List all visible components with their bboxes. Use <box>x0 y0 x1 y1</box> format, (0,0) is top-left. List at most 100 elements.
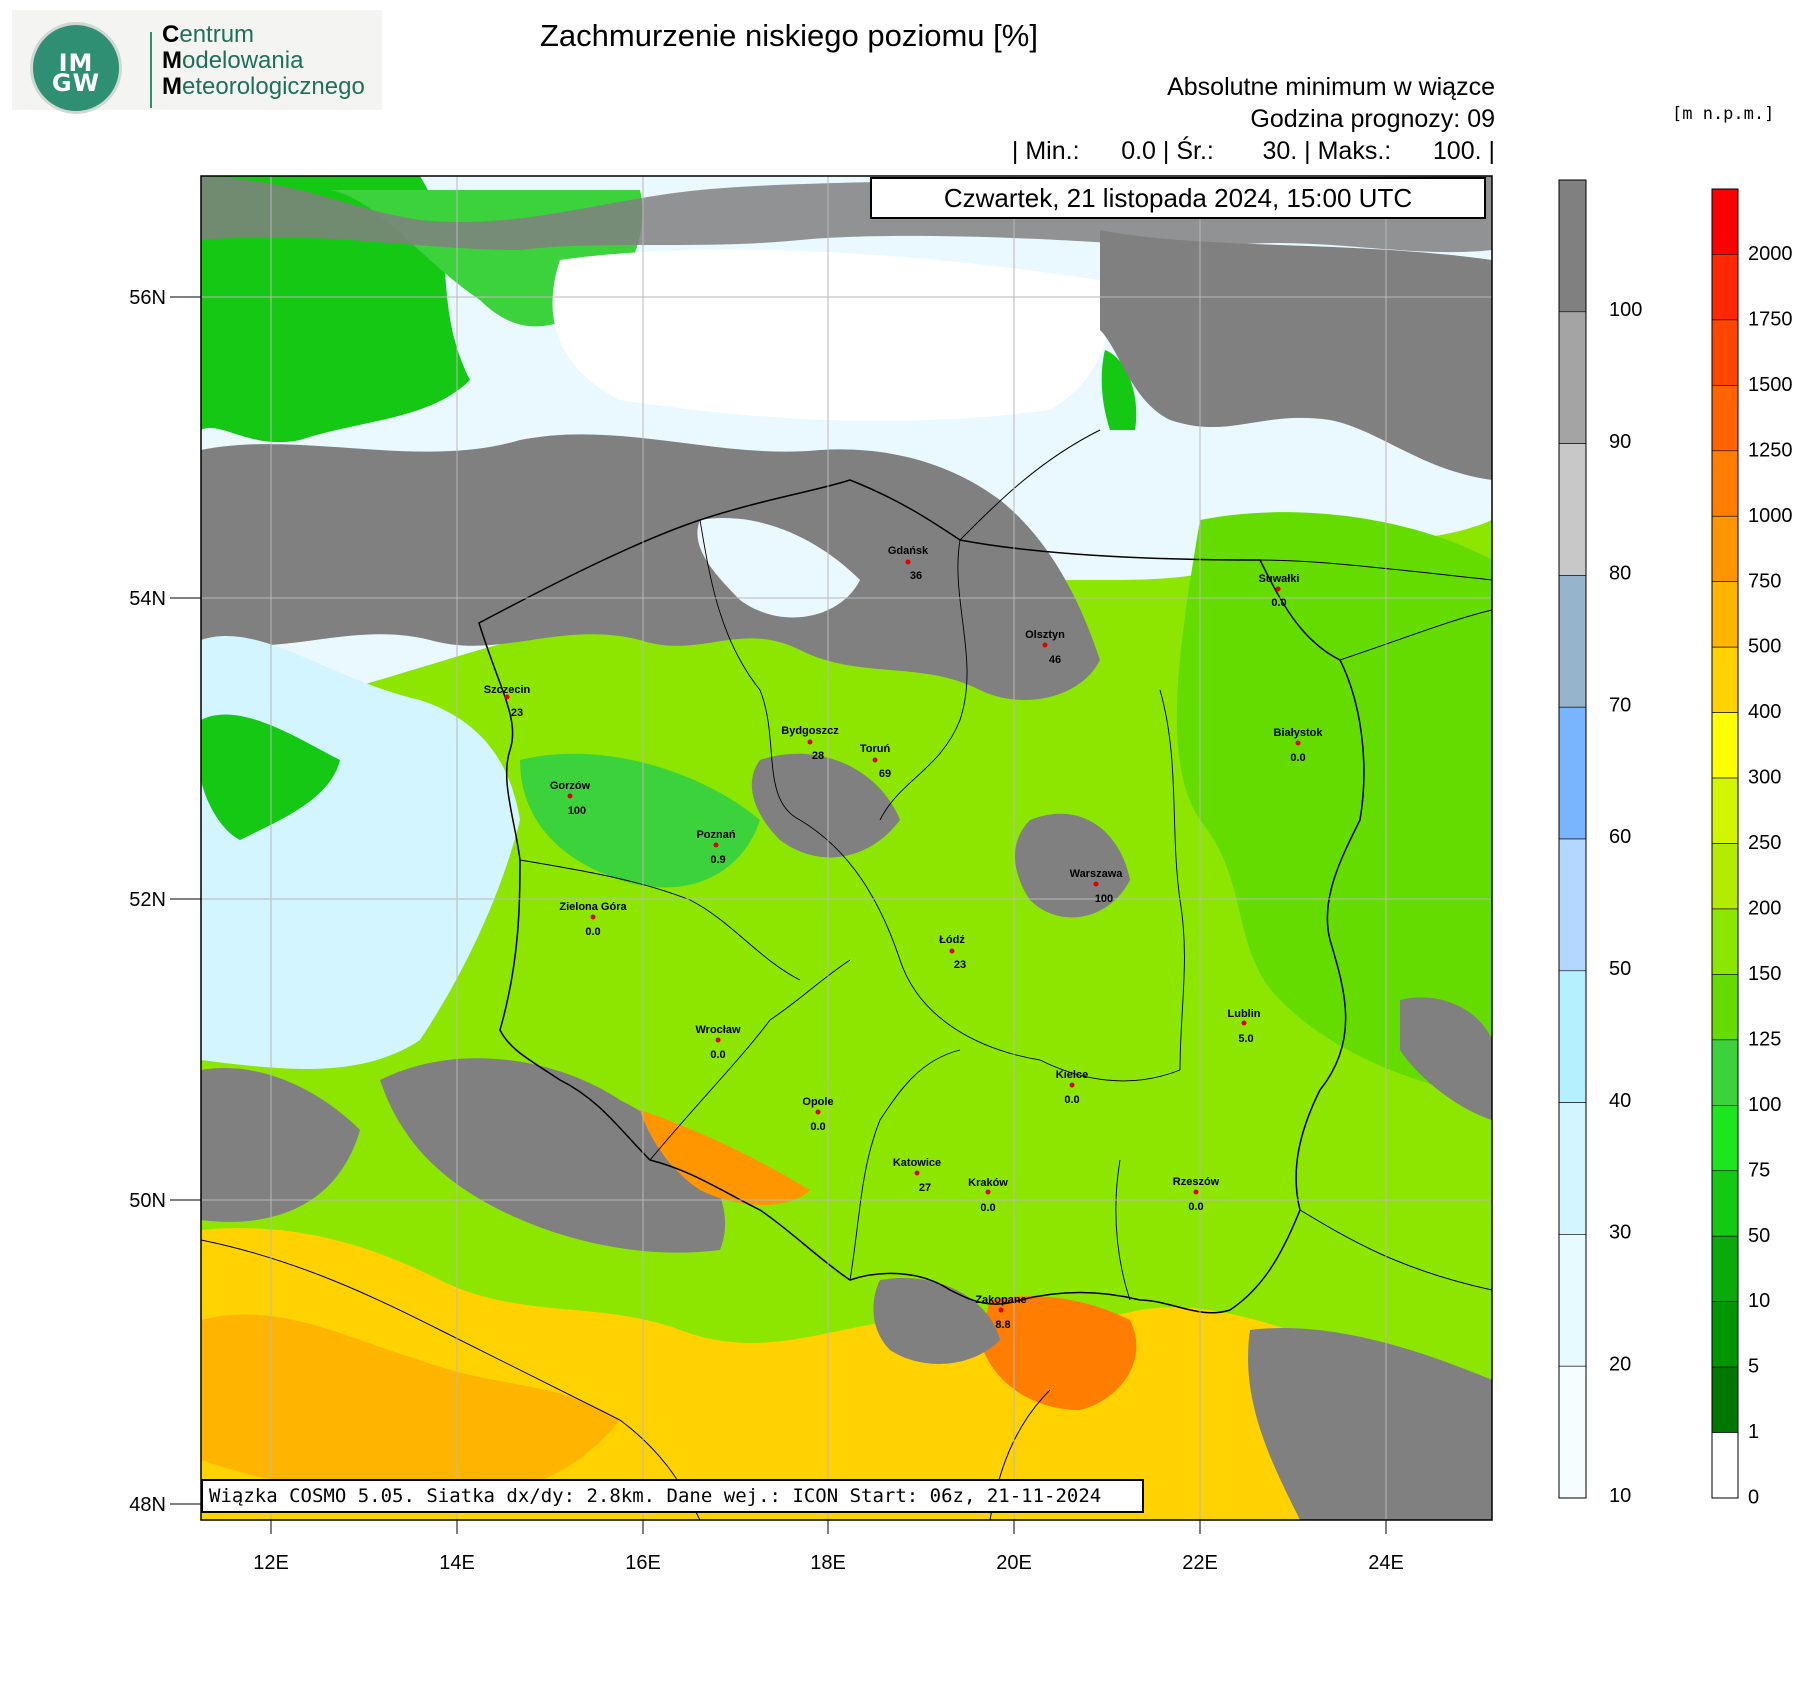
org-name-line1: Centrum <box>162 21 255 48</box>
colorbar-label: 50 <box>1609 958 1631 980</box>
city-name: Zielona Góra <box>559 901 627 913</box>
colorbar-segment <box>1558 311 1587 444</box>
city-marker: Suwałki 0.0 <box>1259 573 1300 609</box>
colorbar-segment <box>1711 908 1739 975</box>
voivodeship-borders <box>519 519 1185 1301</box>
colorbar-segment <box>1711 843 1739 910</box>
terrain-alps-foothills <box>201 1314 620 1500</box>
colorbar-label: 300 <box>1748 767 1781 789</box>
terrain-unit-label: [m n.p.m.] <box>1672 104 1775 124</box>
colorbar-label: 750 <box>1748 570 1781 592</box>
city-name: Katowice <box>893 1157 941 1169</box>
city-name: Lublin <box>1228 1008 1261 1020</box>
city-value: 0.0 <box>1290 752 1305 764</box>
city-value: 23 <box>954 959 966 971</box>
city-marker: Opole 0.0 <box>802 1096 833 1133</box>
colorbar-label: 70 <box>1609 694 1631 716</box>
lat-tick-label: 54N <box>129 588 166 610</box>
green-wielkopolska <box>520 753 760 888</box>
map-title: Zachmurzenie niskiego poziomu [%] <box>540 18 1038 53</box>
city-name: Suwałki <box>1259 573 1300 585</box>
city-marker: Poznań 0.9 <box>696 829 735 866</box>
city-marker: Lublin 5.0 <box>1228 1008 1261 1045</box>
gulf-green <box>1101 350 1137 430</box>
city-name: Poznań <box>696 829 735 841</box>
overcast-warsaw <box>1015 813 1130 918</box>
overcast-west-edge <box>201 1068 360 1222</box>
colorbar-label: 0 <box>1748 1487 1759 1509</box>
cloud-field-white <box>552 249 1108 421</box>
colorbar-segment <box>1711 450 1739 517</box>
city-marker: Katowice 27 <box>893 1157 941 1194</box>
country-border-poland <box>478 479 1365 1314</box>
lon-tick-label: 20E <box>996 1552 1032 1574</box>
city-name: Zakopane <box>975 1294 1026 1306</box>
colorbar-segment <box>1711 1105 1739 1172</box>
overcast-ukraine <box>1248 1328 1492 1520</box>
colorbar-label: 500 <box>1748 636 1781 658</box>
colorbar-label: 1250 <box>1748 439 1793 461</box>
colorbar-label: 75 <box>1748 1159 1770 1181</box>
city-marker: Zakopane 8.8 <box>975 1294 1026 1331</box>
colorbar-label: 1500 <box>1748 374 1793 396</box>
model-info-label: Wiązka COSMO 5.05. Siatka dx/dy: 2.8km. … <box>201 1479 1144 1513</box>
city-value: 0.0 <box>980 1202 995 1214</box>
colorbar-label: 5 <box>1748 1356 1759 1378</box>
city-markers: Gdańsk 36 Suwałki 0.0 Olsztyn 46 Szczecin 23… <box>484 545 1324 1331</box>
city-value: 27 <box>919 1182 931 1194</box>
lat-tick-label: 52N <box>129 889 166 911</box>
org-name-line3: Meteorologicznego <box>162 73 365 100</box>
city-name: Szczecin <box>484 684 531 696</box>
graticule <box>201 176 1492 1520</box>
colorbar-label: 10 <box>1748 1290 1770 1312</box>
colorbar-segment <box>1558 443 1587 576</box>
subtitle-forecast-hour: Godzina prognozy: 09 <box>1250 105 1495 133</box>
colorbar-segment <box>1711 974 1739 1041</box>
city-marker: Wrocław 0.0 <box>695 1024 740 1061</box>
city-value: 0.0 <box>1064 1094 1079 1106</box>
lat-tick-label: 56N <box>129 287 166 309</box>
lon-tick-label: 16E <box>625 1552 661 1574</box>
colorbar-label: 80 <box>1609 563 1631 585</box>
lon-tick-label: 22E <box>1182 1552 1218 1574</box>
lat-tick-label: 50N <box>129 1190 166 1212</box>
city-value: 0.0 <box>710 1049 725 1061</box>
city-name: Białystok <box>1274 727 1324 739</box>
neighbor-borders <box>200 429 1493 1521</box>
city-value: 23 <box>511 707 523 719</box>
cloud-cover-colorbar: 100 90 80 70 60 50 40 30 20 10 <box>1558 179 1642 1507</box>
seal-text: IM GW <box>51 49 101 97</box>
colorbar-frame <box>1558 179 1587 1499</box>
city-marker: Toruń 69 <box>860 743 891 780</box>
lat-axis: 56N 54N 52N 50N 48N <box>129 287 201 1516</box>
colorbar-label: 10 <box>1609 1485 1631 1507</box>
colorbar-segment <box>1558 575 1587 708</box>
terrain-tatra <box>980 1296 1137 1410</box>
colorbar-segment <box>1558 706 1587 840</box>
colorbar-label: 30 <box>1609 1222 1631 1244</box>
colorbar-label: 250 <box>1748 832 1781 854</box>
city-marker: Kraków 0.0 <box>968 1177 1008 1214</box>
lon-tick-label: 18E <box>810 1552 846 1574</box>
city-name: Gorzów <box>550 780 591 792</box>
city-name: Rzeszów <box>1173 1176 1220 1188</box>
city-name: Opole <box>802 1096 833 1108</box>
terrain-sudetes <box>640 1110 810 1205</box>
lon-tick-label: 24E <box>1368 1552 1404 1574</box>
city-value: 100 <box>1095 893 1113 905</box>
city-value: 28 <box>812 750 824 762</box>
city-value: 46 <box>1049 654 1061 666</box>
colorbar-label: 1000 <box>1748 505 1793 527</box>
city-name: Łódź <box>939 934 965 946</box>
colorbar-segment <box>1711 1235 1739 1302</box>
terrain-colorbar: 2000175015001250100075050040030025020015… <box>1711 188 1793 1509</box>
city-marker: Olsztyn 46 <box>1025 629 1065 666</box>
colorbar-label: 100 <box>1609 299 1642 321</box>
city-marker: Białystok 0.0 <box>1274 727 1324 764</box>
colorbar-segment <box>1558 1365 1587 1499</box>
lon-tick-label: 12E <box>253 1552 289 1574</box>
city-marker: Warszawa 100 <box>1070 868 1124 905</box>
city-name: Olsztyn <box>1025 629 1065 641</box>
colorbar-frame <box>1711 188 1739 1499</box>
